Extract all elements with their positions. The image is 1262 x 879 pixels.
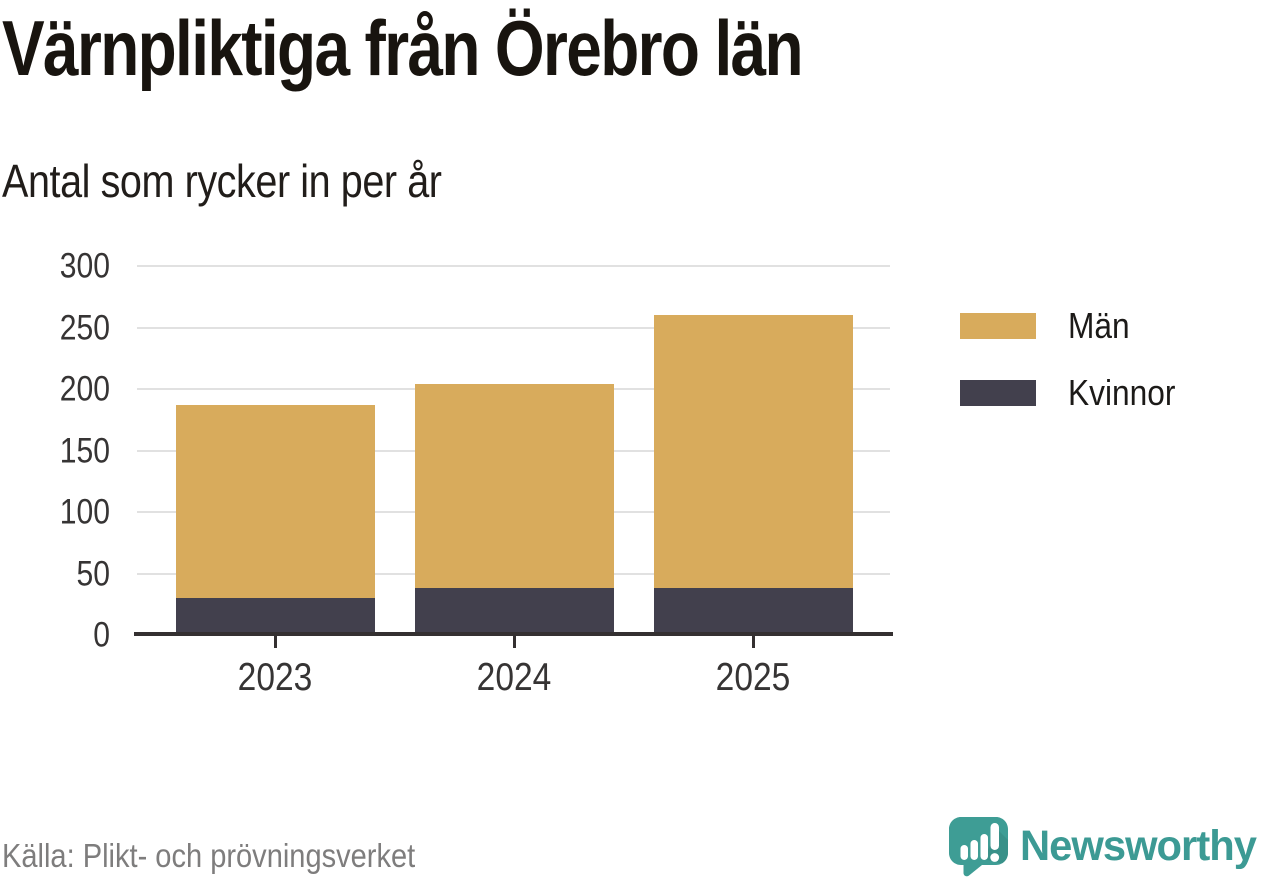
source-attribution: Källa: Plikt- och prövningsverket <box>2 837 416 874</box>
x-axis-tick-2024 <box>512 636 516 648</box>
legend-label: Män <box>1068 305 1130 346</box>
brand-name: Newsworthy <box>1020 821 1257 870</box>
x-axis-tick-2025 <box>751 636 755 648</box>
x-axis-label-2024: 2024 <box>476 656 552 699</box>
x-axis-tick-2023 <box>273 636 277 648</box>
legend-item-kvinnor: Kvinnor <box>960 375 1190 411</box>
y-axis-label-300: 300 <box>59 246 110 286</box>
bar-segment-man-2025 <box>653 315 853 589</box>
legend-swatch-män <box>960 313 1036 339</box>
legend: Män Kvinnor <box>960 308 1190 442</box>
chart-title: Värnpliktiga från Örebro län <box>2 4 804 92</box>
x-axis-label-2025: 2025 <box>715 656 791 699</box>
y-axis-label-150: 150 <box>59 431 110 470</box>
bar-segment-kvinnor-2023 <box>175 598 375 635</box>
y-axis-label-50: 50 <box>76 554 110 593</box>
gridline-250 <box>137 326 890 329</box>
bar-segment-kvinnor-2025 <box>653 588 853 635</box>
bar-segment-man-2024 <box>414 384 614 589</box>
bar-segment-kvinnor-2024 <box>414 588 614 635</box>
y-axis-label-250: 250 <box>59 308 110 347</box>
legend-label: Kvinnor <box>1068 372 1176 413</box>
y-axis-label-100: 100 <box>59 492 110 532</box>
y-axis-label-0: 0 <box>93 615 110 655</box>
legend-item-män: Män <box>960 308 1190 344</box>
brand-lockup: Newsworthy <box>948 815 1262 877</box>
gridline-300 <box>137 265 890 267</box>
chart-subtitle: Antal som rycker in per år <box>2 155 442 207</box>
x-axis-label-2023: 2023 <box>237 656 313 699</box>
legend-swatch-kvinnor <box>960 380 1036 406</box>
y-axis-label-200: 200 <box>59 369 110 409</box>
speech-bubble-bar-chart-icon <box>949 817 1008 877</box>
bar-segment-man-2023 <box>175 404 375 599</box>
x-axis-line <box>134 632 893 636</box>
